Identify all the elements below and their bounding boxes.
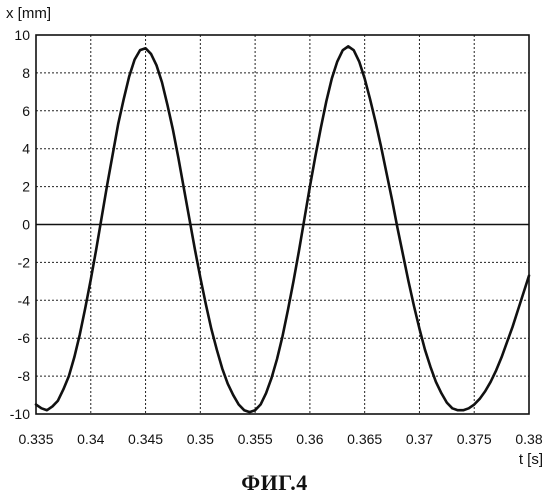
y-tick-label: -10	[10, 406, 30, 422]
series-line	[36, 46, 529, 412]
x-tick-label: 0.37	[406, 431, 433, 447]
y-tick-label: 8	[22, 65, 30, 81]
x-tick-label: 0.34	[77, 431, 104, 447]
figure-caption: ФИГ.4	[0, 470, 549, 496]
y-tick-label: -6	[18, 330, 31, 346]
y-tick-label: 10	[14, 27, 30, 43]
y-tick-label: -4	[18, 292, 31, 308]
y-tick-label: 0	[22, 217, 30, 233]
x-tick-label: 0.345	[128, 431, 163, 447]
x-tick-label: 0.335	[18, 431, 53, 447]
x-tick-label: 0.365	[347, 431, 382, 447]
y-tick-label: -8	[18, 368, 31, 384]
y-tick-labels: 10 8 6 4 2 0 -2 -4 -6 -8 -10	[10, 27, 30, 422]
x-tick-label: 0.35	[187, 431, 214, 447]
x-tick-label: 0.38	[515, 431, 542, 447]
line-chart: 1086420-2-4-6-8-10 0.3350.340.3450.350.3…	[0, 0, 549, 470]
x-tick-label: 0.355	[238, 431, 273, 447]
x-tick-label: 0.36	[296, 431, 323, 447]
chart-area: 1086420-2-4-6-8-10 0.3350.340.3450.350.3…	[0, 0, 549, 470]
y-tick-label: 2	[22, 179, 30, 195]
y-tick-label: -2	[18, 254, 31, 270]
x-axis-label: t [s]	[519, 451, 543, 468]
y-tick-label: 4	[22, 141, 30, 157]
y-axis-label: x [mm]	[6, 5, 51, 22]
x-tick-label: 0.375	[457, 431, 492, 447]
x-tick-labels: 0.335 0.34 0.345 0.35 0.355 0.36 0.365 0.37 0.37…	[18, 431, 542, 447]
y-tick-label: 6	[22, 103, 30, 119]
